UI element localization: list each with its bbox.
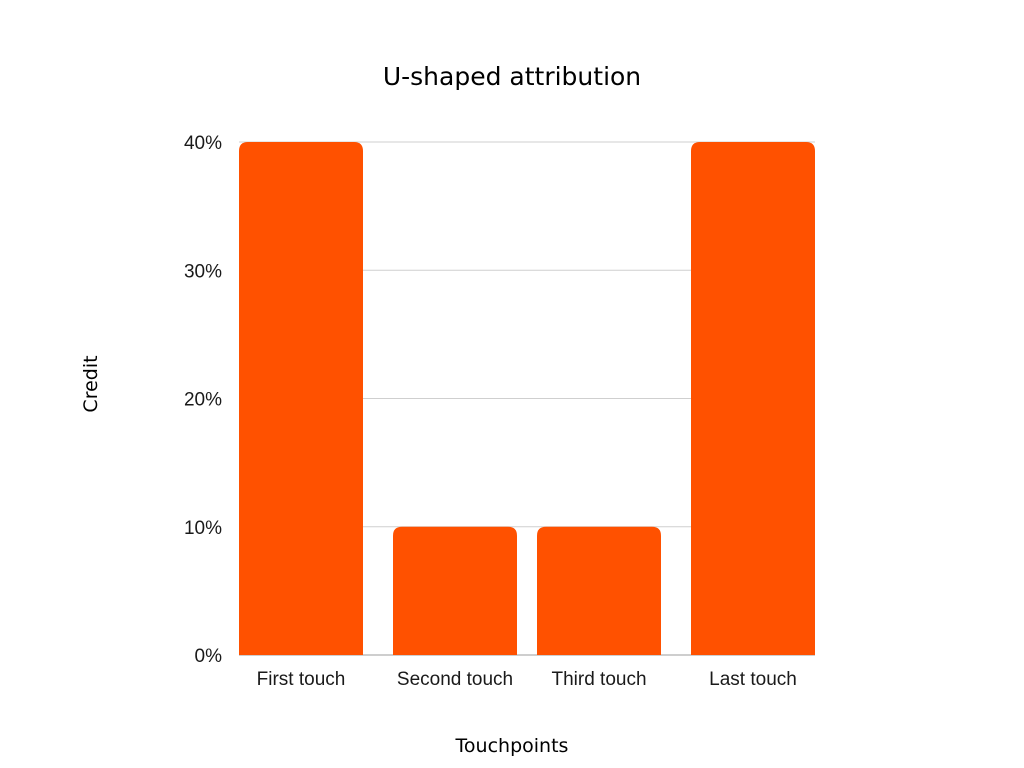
- chart-title: U-shaped attribution: [383, 62, 641, 91]
- bar-first-touch: [239, 142, 363, 655]
- x-axis-title: Touchpoints: [455, 735, 569, 757]
- x-tick-label: Third touch: [551, 669, 646, 690]
- bar-last-touch: [691, 142, 815, 655]
- y-tick-label: 0%: [195, 646, 223, 667]
- x-tick-label: Last touch: [709, 669, 797, 690]
- y-axis-title: Credit: [80, 355, 102, 412]
- x-tick-label: Second touch: [397, 669, 513, 690]
- y-tick-label: 20%: [184, 390, 222, 411]
- bar-third-touch: [537, 526, 661, 655]
- bars: [239, 142, 815, 655]
- y-tick-labels: 0% 10% 20% 30% 40%: [184, 133, 222, 667]
- bar-second-touch: [393, 526, 517, 655]
- x-tick-label: First touch: [257, 669, 346, 690]
- y-tick-label: 30%: [184, 261, 222, 282]
- y-tick-label: 10%: [184, 518, 222, 539]
- y-tick-label: 40%: [184, 133, 222, 154]
- x-tick-labels: First touch Second touch Third touch Last t…: [257, 669, 797, 690]
